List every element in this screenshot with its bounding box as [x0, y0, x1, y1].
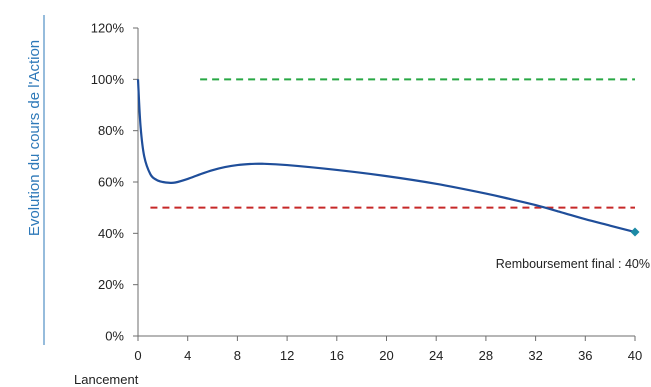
- y-tick-label: 40%: [98, 226, 124, 241]
- y-tick-label: 0%: [105, 329, 124, 344]
- y-tick-label: 60%: [98, 175, 124, 190]
- y-axis-label: Evolution du cours de l'Action: [26, 40, 43, 236]
- x-tick-label: 20: [379, 348, 393, 363]
- x-tick-label: 40: [628, 348, 642, 363]
- y-tick-label: 100%: [91, 72, 125, 87]
- x-tick-label: 12: [280, 348, 294, 363]
- x-tick-label: 24: [429, 348, 443, 363]
- x-axis-label: Lancement: [74, 372, 139, 387]
- y-axis: 0% 20% 40% 60% 80% 100% 120%: [91, 21, 139, 344]
- y-tick-label: 120%: [91, 21, 125, 36]
- annotation: Remboursement final : 40%: [496, 257, 650, 271]
- y-tick-label: 20%: [98, 277, 124, 292]
- x-tick-label: 0: [134, 348, 141, 363]
- annotations: Remboursement final : 40%: [496, 257, 650, 271]
- x-tick-label: 28: [479, 348, 493, 363]
- x-axis: 0 4 8 12 16 20 24 28 32 36 40: [134, 335, 642, 363]
- x-ticks: 0 4 8 12 16 20 24 28 32 36 40: [134, 336, 642, 363]
- x-tick-label: 32: [528, 348, 542, 363]
- final-marker: [630, 227, 640, 237]
- reference-lines: [150, 78, 635, 209]
- y-ticks: 0% 20% 40% 60% 80% 100% 120%: [91, 21, 138, 344]
- series-line: [136, 79, 636, 234]
- series: [136, 79, 636, 234]
- x-tick-label: 8: [234, 348, 241, 363]
- x-tick-label: 4: [184, 348, 191, 363]
- x-tick-label: 16: [330, 348, 344, 363]
- markers: [630, 227, 640, 237]
- y-tick-label: 80%: [98, 123, 124, 138]
- x-tick-label: 36: [578, 348, 592, 363]
